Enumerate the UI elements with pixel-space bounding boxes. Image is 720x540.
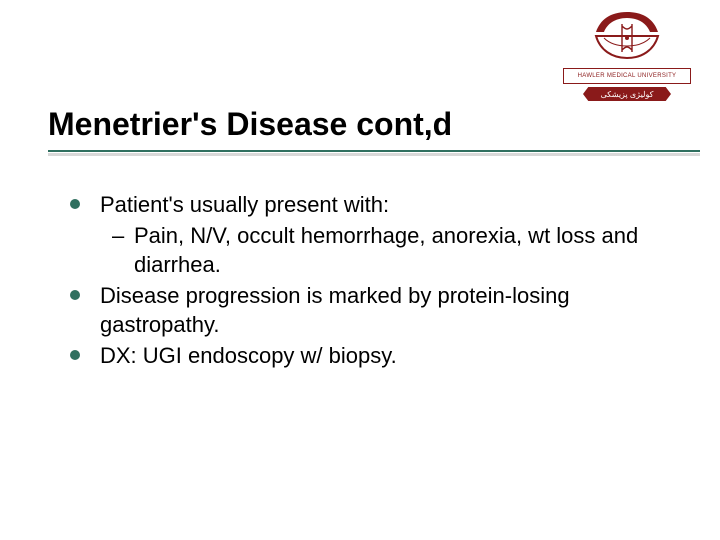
list-item-text: DX: UGI endoscopy w/ biopsy. [100, 343, 397, 368]
logo-emblem [582, 6, 672, 66]
sub-list-item: Pain, N/V, occult hemorrhage, anorexia, … [100, 221, 680, 279]
title-underline [48, 150, 700, 156]
list-item: Disease progression is marked by protein… [70, 281, 680, 339]
logo-sub-text: كوليژى پزيشكى [583, 87, 671, 101]
list-item: DX: UGI endoscopy w/ biopsy. [70, 341, 680, 370]
slide-title-wrap: Menetrier's Disease cont,d [48, 106, 700, 149]
list-item: Patient's usually present with: Pain, N/… [70, 190, 680, 279]
slide-title: Menetrier's Disease cont,d [48, 106, 700, 149]
logo-banner-text: HAWLER MEDICAL UNIVERSITY [563, 68, 691, 84]
institution-logo: HAWLER MEDICAL UNIVERSITY كوليژى پزيشكى [562, 6, 692, 101]
list-item-text: Disease progression is marked by protein… [100, 283, 570, 337]
sub-list-item-text: Pain, N/V, occult hemorrhage, anorexia, … [134, 223, 638, 277]
slide-body: Patient's usually present with: Pain, N/… [70, 190, 680, 372]
list-item-text: Patient's usually present with: [100, 192, 389, 217]
